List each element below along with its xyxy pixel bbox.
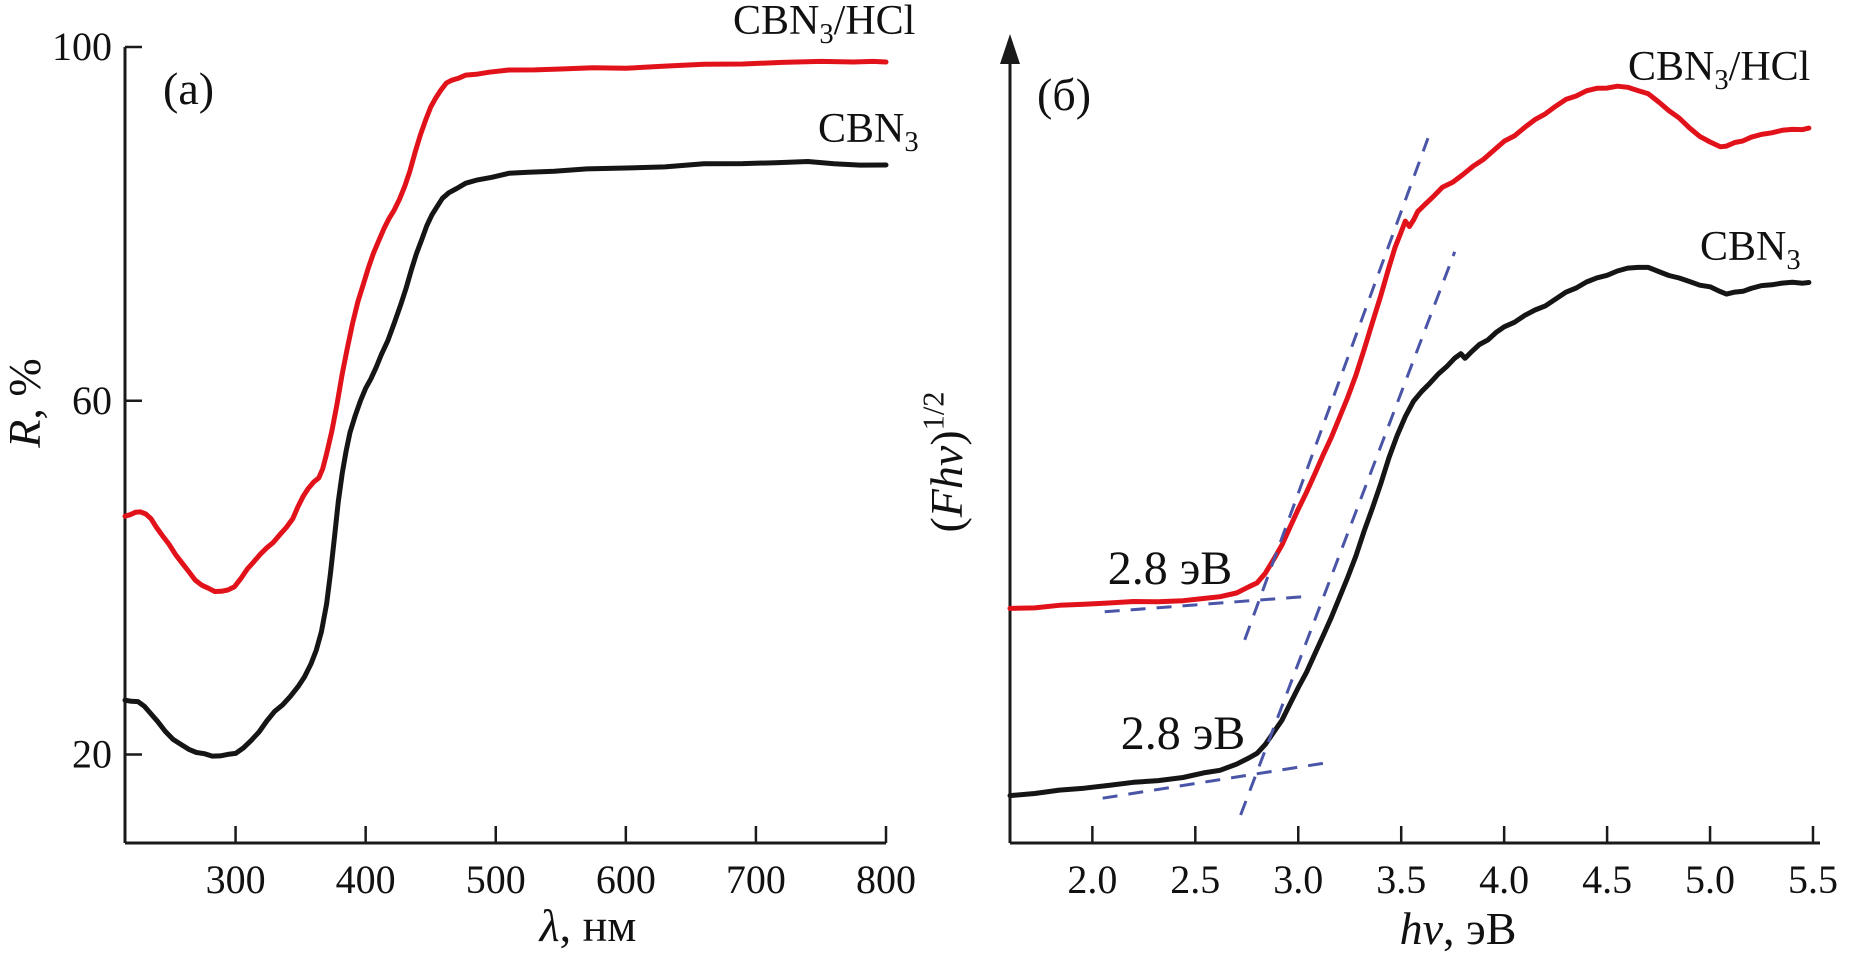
x-tick-label: 500 — [466, 857, 526, 902]
x-tick-label: 800 — [856, 857, 916, 902]
x-tick-label: 2.0 — [1067, 857, 1117, 902]
x-axis-title: hν, эВ — [1400, 903, 1517, 954]
x-tick-label: 4.5 — [1582, 857, 1632, 902]
y-tick-label: 60 — [72, 378, 112, 423]
panel-letter: (б) — [1037, 69, 1091, 120]
curve-cbn3 — [122, 159, 889, 759]
red-steep-tangent — [1243, 137, 1430, 641]
bandgap-red: 2.8 эВ — [1108, 542, 1233, 595]
red-baseline-tangent — [1104, 595, 1305, 614]
x-tick-label: 5.0 — [1685, 857, 1735, 902]
y-axis-arrowhead-icon — [1000, 34, 1020, 64]
curve-cbn3-hcl — [122, 58, 889, 594]
x-tick-label: 3.0 — [1273, 857, 1323, 902]
panel-letter: (a) — [163, 63, 214, 114]
curve-label-cbn3-tauc: CBN3 — [1700, 224, 1801, 276]
curve-label-cbn3-hcl: CBN3/HCl — [733, 0, 915, 50]
x-tick-label: 400 — [336, 857, 396, 902]
curve-cbn3-tauc — [1007, 264, 1812, 799]
y-axis-title: (Fhν)1/2 — [917, 391, 972, 532]
x-tick-label: 2.5 — [1170, 857, 1220, 902]
bandgap-black: 2.8 эВ — [1121, 707, 1246, 760]
x-tick-label: 700 — [726, 857, 786, 902]
panel-b-tauc-plot: 2.0 2.5 3.0 3.5 4.0 4.5 5.0 5.5 hν, эВ (Fhν)1/2 (б… — [917, 34, 1838, 954]
x-tick-label: 4.0 — [1479, 857, 1529, 902]
panel-a-reflectance-spectra: 300 400 500 600 700 800 20 60 100 λ, нм R, % (a) CBN… — [0, 0, 919, 951]
black-baseline-tangent — [1102, 761, 1326, 800]
x-tick-label: 5.5 — [1788, 857, 1838, 902]
curve-label-cbn3: CBN3 — [818, 106, 919, 158]
y-axis-title: R, % — [0, 358, 50, 448]
x-tick-label: 3.5 — [1376, 857, 1426, 902]
x-tick-label: 600 — [596, 857, 656, 902]
x-tick-label: 300 — [206, 857, 266, 902]
curve-label-cbn3-hcl-tauc: CBN3/HCl — [1628, 44, 1810, 96]
y-tick-label: 100 — [52, 24, 112, 69]
y-tick-label: 20 — [72, 732, 112, 777]
black-steep-tangent — [1239, 251, 1457, 816]
x-axis-title: λ, нм — [538, 900, 637, 951]
curve-cbn3-hcl-tauc — [1007, 83, 1812, 611]
